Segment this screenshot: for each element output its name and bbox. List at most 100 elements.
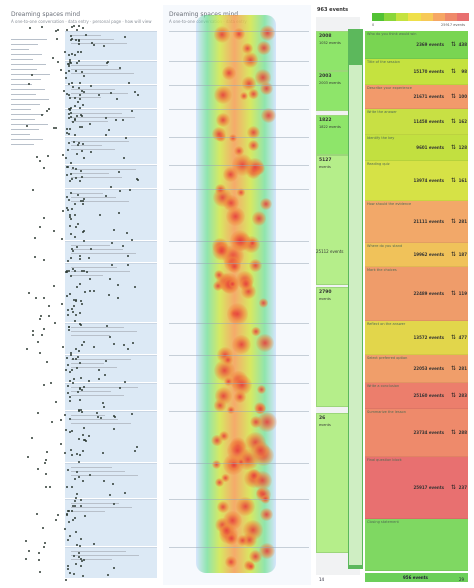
- question-row[interactable]: Describe your experience 21671 events ⇅ 100: [365, 85, 468, 109]
- click-dot: [69, 115, 72, 118]
- question-row[interactable]: Mark the choices 22489 events ⇅ 119: [365, 267, 468, 321]
- text-line: [71, 43, 127, 44]
- click-dot: [67, 64, 70, 67]
- click-dot: [69, 256, 72, 259]
- click-dot: [83, 197, 86, 200]
- click-map-panel: Dreaming spaces mind A one-to-one conver…: [5, 5, 157, 585]
- click-dot: [80, 170, 83, 173]
- row-events: 23734 events: [413, 430, 444, 435]
- legend-swatch: [444, 13, 457, 21]
- text-line: [71, 173, 109, 174]
- text-line: [71, 117, 135, 118]
- click-dot: [69, 214, 72, 217]
- click-dot: [82, 74, 85, 77]
- text-line: [71, 267, 117, 268]
- text-line: [71, 197, 116, 198]
- click-dot: [74, 497, 77, 500]
- row-value: 161: [458, 178, 467, 183]
- click-dot: [46, 360, 49, 363]
- click-dot: [88, 474, 91, 477]
- click-dot: [63, 528, 66, 531]
- click-dot: [71, 358, 74, 361]
- click-dot: [71, 509, 74, 512]
- question-row[interactable]: Who do you think would win 2369 events ⇅ 43…: [365, 31, 468, 59]
- text-line: [71, 149, 115, 150]
- heat-spot: [248, 238, 257, 248]
- text-line: [11, 129, 39, 130]
- click-dot: [77, 390, 80, 393]
- click-dot: [125, 136, 128, 139]
- heat-spot: [249, 550, 263, 563]
- click-dot: [66, 173, 69, 176]
- click-dot: [40, 315, 43, 318]
- click-dot: [75, 453, 78, 456]
- click-dot: [73, 516, 76, 519]
- click-dot: [73, 573, 76, 576]
- text-line: [11, 139, 43, 140]
- click-dot: [68, 127, 71, 130]
- question-row[interactable]: Reading quiz 13974 events ⇅ 161: [365, 161, 468, 201]
- click-dot: [113, 428, 116, 431]
- heat-spot: [223, 376, 233, 386]
- click-dot: [130, 239, 133, 242]
- click-dot: [74, 347, 77, 350]
- click-dot: [75, 562, 78, 565]
- question-row[interactable]: Write the answer 11458 events ⇅ 162: [365, 109, 468, 135]
- row-events: 22489 events: [413, 291, 444, 296]
- text-line: [71, 503, 119, 504]
- heat-spot: [255, 403, 266, 415]
- bottom-bar: [365, 573, 468, 582]
- click-dot: [66, 314, 69, 317]
- text-line: [11, 44, 38, 45]
- question-row[interactable]: How should the evidence 21111 events ⇅ 281: [365, 201, 468, 243]
- click-dot: [66, 385, 69, 388]
- click-dot: [76, 61, 79, 64]
- question-row[interactable]: Where do you stand 19962 events ⇅ 187: [365, 243, 468, 267]
- click-dot: [28, 550, 31, 553]
- question-row[interactable]: Final question block 25917 events ⇅ 237: [365, 457, 468, 519]
- click-dot: [71, 38, 74, 41]
- click-dot: [97, 378, 100, 381]
- heat-spot: [232, 375, 253, 395]
- click-dot: [104, 194, 107, 197]
- click-dot: [88, 122, 91, 125]
- question-row[interactable]: Write a conclusion 25160 events ⇅ 283: [365, 383, 468, 409]
- click-dot: [72, 120, 75, 123]
- click-dot: [36, 512, 39, 515]
- click-dot: [79, 399, 82, 402]
- click-dot: [42, 384, 45, 387]
- click-dot: [123, 381, 126, 384]
- question-row[interactable]: Reflect on the answer 13572 events ⇅ 477: [365, 321, 468, 355]
- click-dot: [115, 97, 118, 100]
- question-row[interactable]: Identify the key 9601 events ⇅ 128: [365, 135, 468, 161]
- click-dot: [37, 468, 40, 471]
- heat-spot: [213, 26, 231, 44]
- click-dot: [70, 111, 73, 114]
- click-dot: [75, 226, 78, 229]
- text-line: [71, 69, 121, 70]
- click-dot: [75, 286, 78, 289]
- heat-spot: [259, 25, 276, 41]
- panel-title: Dreaming spaces mind: [169, 11, 238, 18]
- click-dot: [53, 126, 56, 129]
- click-dot: [74, 167, 77, 170]
- click-dot: [66, 363, 69, 366]
- click-dot: [81, 344, 84, 347]
- click-dot: [27, 83, 30, 86]
- question-row[interactable]: Closing statement: [365, 519, 468, 571]
- click-dot: [38, 226, 41, 229]
- question-row[interactable]: Summarize the lesson 23734 events ⇅ 288: [365, 409, 468, 457]
- text-line: [169, 31, 309, 32]
- heat-spot: [226, 303, 249, 326]
- click-dot: [96, 416, 99, 419]
- text-line: [11, 84, 32, 85]
- click-dot: [27, 292, 30, 295]
- updown-arrows-icon: ⇅: [450, 41, 456, 48]
- question-row[interactable]: Title of the session 15170 events ⇅ 98: [365, 59, 468, 85]
- question-row[interactable]: Select preferred option 22053 events ⇅ 281: [365, 355, 468, 383]
- click-dot: [67, 269, 70, 272]
- click-dot: [127, 264, 130, 267]
- row-value: 281: [458, 219, 467, 224]
- click-dot: [82, 385, 85, 388]
- text-line: [71, 327, 124, 328]
